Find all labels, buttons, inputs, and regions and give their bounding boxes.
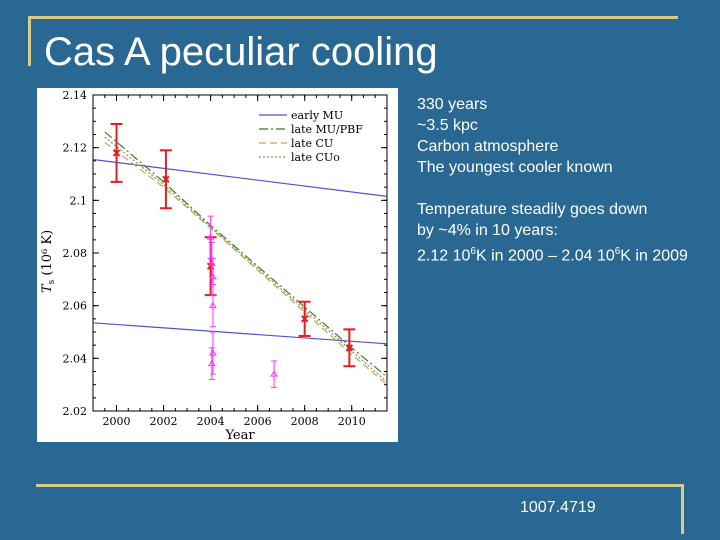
model-curve-early-MU-lower: [92, 322, 388, 345]
model-curve-late-CUo: [104, 136, 388, 383]
bottom-rule: [36, 484, 684, 487]
note-percent: by ~4% in 10 years:: [417, 222, 558, 239]
x-tick-label: 2002: [150, 415, 178, 428]
legend-label: late MU/PBF: [291, 123, 363, 136]
x-tick-label: 2006: [244, 415, 272, 428]
x-tick-label: 2000: [103, 415, 131, 428]
notes-panel: 330 years ~3.5 kpc Carbon atmosphere The…: [417, 94, 717, 266]
slide-title: Cas A peculiar cooling: [44, 30, 438, 74]
data-point-x: [300, 315, 309, 323]
note-exp-1: 6: [470, 246, 476, 257]
x-axis-label: Year: [224, 428, 255, 442]
note-values: 2.12 106K in 2000 – 2.04 106K in 2009: [417, 241, 717, 266]
y-tick-label: 2.04: [63, 352, 88, 365]
plot-frame: [92, 94, 388, 412]
right-rule: [681, 484, 684, 534]
y-axis-label: Ts (10⁶ K): [40, 230, 57, 293]
data-point-triangle: [209, 272, 217, 280]
model-curve-late-CU: [104, 141, 388, 386]
note-atmosphere: Carbon atmosphere: [417, 138, 559, 155]
y-tick-label: 2.08: [63, 247, 88, 260]
note-trend: Temperature steadily goes down: [417, 201, 648, 218]
note-value-2009: K in 2000 – 2.04 10: [475, 247, 615, 265]
data-point-triangle: [209, 301, 217, 309]
note-youngest: The youngest cooler known: [417, 159, 613, 176]
note-age: 330 years: [417, 96, 488, 113]
top-rule: [28, 16, 678, 19]
model-curve-late-MU-PBF: [104, 131, 388, 378]
y-tick-label: 2.1: [70, 194, 88, 207]
data-point-triangle: [206, 233, 215, 240]
legend-label: late CUo: [291, 151, 340, 164]
legend-label: late CU: [291, 137, 333, 150]
y-tick-label: 2.12: [63, 142, 88, 155]
data-point-x: [345, 344, 354, 352]
chart-svg: 2.02 2.04 2.06 2.08 2.1 2.12 2.14 2000 2002 2004 2…: [40, 89, 388, 442]
data-point-triangle: [207, 359, 216, 367]
note-value-tail: K in 2009: [620, 247, 688, 265]
note-exp-2: 6: [614, 246, 621, 257]
data-point-x: [162, 175, 170, 183]
data-point-x: [112, 149, 121, 157]
y-tick-label: 2.14: [63, 89, 88, 102]
left-rule: [28, 16, 31, 66]
cooling-chart: 2.02 2.04 2.06 2.08 2.1 2.12 2.14 2000 2002 2004 2…: [37, 88, 398, 442]
x-tick-label: 2010: [338, 415, 366, 428]
x-tick-label: 2008: [291, 415, 319, 428]
y-tick-label: 2.06: [63, 300, 88, 313]
arxiv-reference: 1007.4719: [520, 499, 596, 516]
data-point-triangle: [270, 370, 278, 377]
model-curve-early-MU-upper: [92, 158, 388, 197]
x-tick-label: 2004: [197, 415, 225, 428]
legend-label: early MU: [291, 109, 343, 122]
y-tick-label: 2.02: [63, 405, 88, 418]
note-distance: ~3.5 kpc: [417, 117, 478, 134]
note-value-2000: 2.12 10: [417, 247, 471, 265]
